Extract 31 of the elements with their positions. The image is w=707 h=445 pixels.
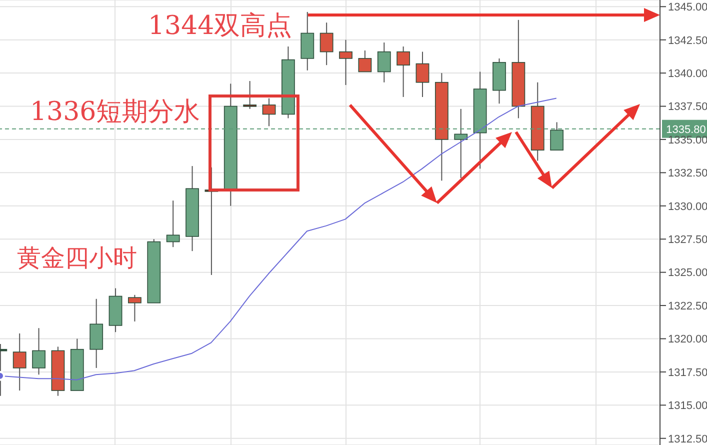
y-tick-label: 1320.00	[668, 334, 707, 346]
y-tick-label: 1342.50	[668, 34, 707, 47]
candlestick	[262, 98, 276, 127]
line-series	[0, 98, 557, 381]
annotation: 1344双高点	[148, 11, 292, 41]
annotation: 1336短期分水	[30, 97, 200, 127]
candlestick	[243, 80, 257, 110]
annotation: 黄金四小时	[17, 244, 137, 272]
y-tick-label: 1337.50	[668, 101, 707, 114]
y-tick-label: 1315.00	[668, 400, 707, 412]
y-tick-label: 1335.00	[668, 134, 707, 146]
y-tick-label: 1312.50	[668, 433, 707, 445]
candlestick	[320, 22, 334, 66]
candlestick	[358, 50, 372, 72]
candlestick	[166, 200, 180, 248]
y-tick-label: 1325.00	[668, 267, 707, 280]
y-tick-label: 1322.50	[668, 300, 707, 312]
candlestick	[12, 332, 26, 392]
y-tick-label: 1327.50	[668, 234, 707, 246]
y-tick-label: 1317.50	[668, 366, 707, 379]
candlestick	[339, 39, 352, 86]
candlestick	[32, 328, 46, 376]
candlestick	[377, 42, 391, 83]
ref-line-label: 1335.80	[666, 124, 706, 136]
y-tick-label: 1340.00	[668, 68, 707, 80]
candlestick	[128, 294, 142, 322]
candlestick	[396, 46, 410, 98]
y-tick-label: 1345.00	[668, 2, 707, 14]
y-tick-label: 1330.00	[668, 200, 707, 213]
y-tick-label: 1332.50	[668, 168, 707, 180]
candlestick	[416, 51, 430, 98]
